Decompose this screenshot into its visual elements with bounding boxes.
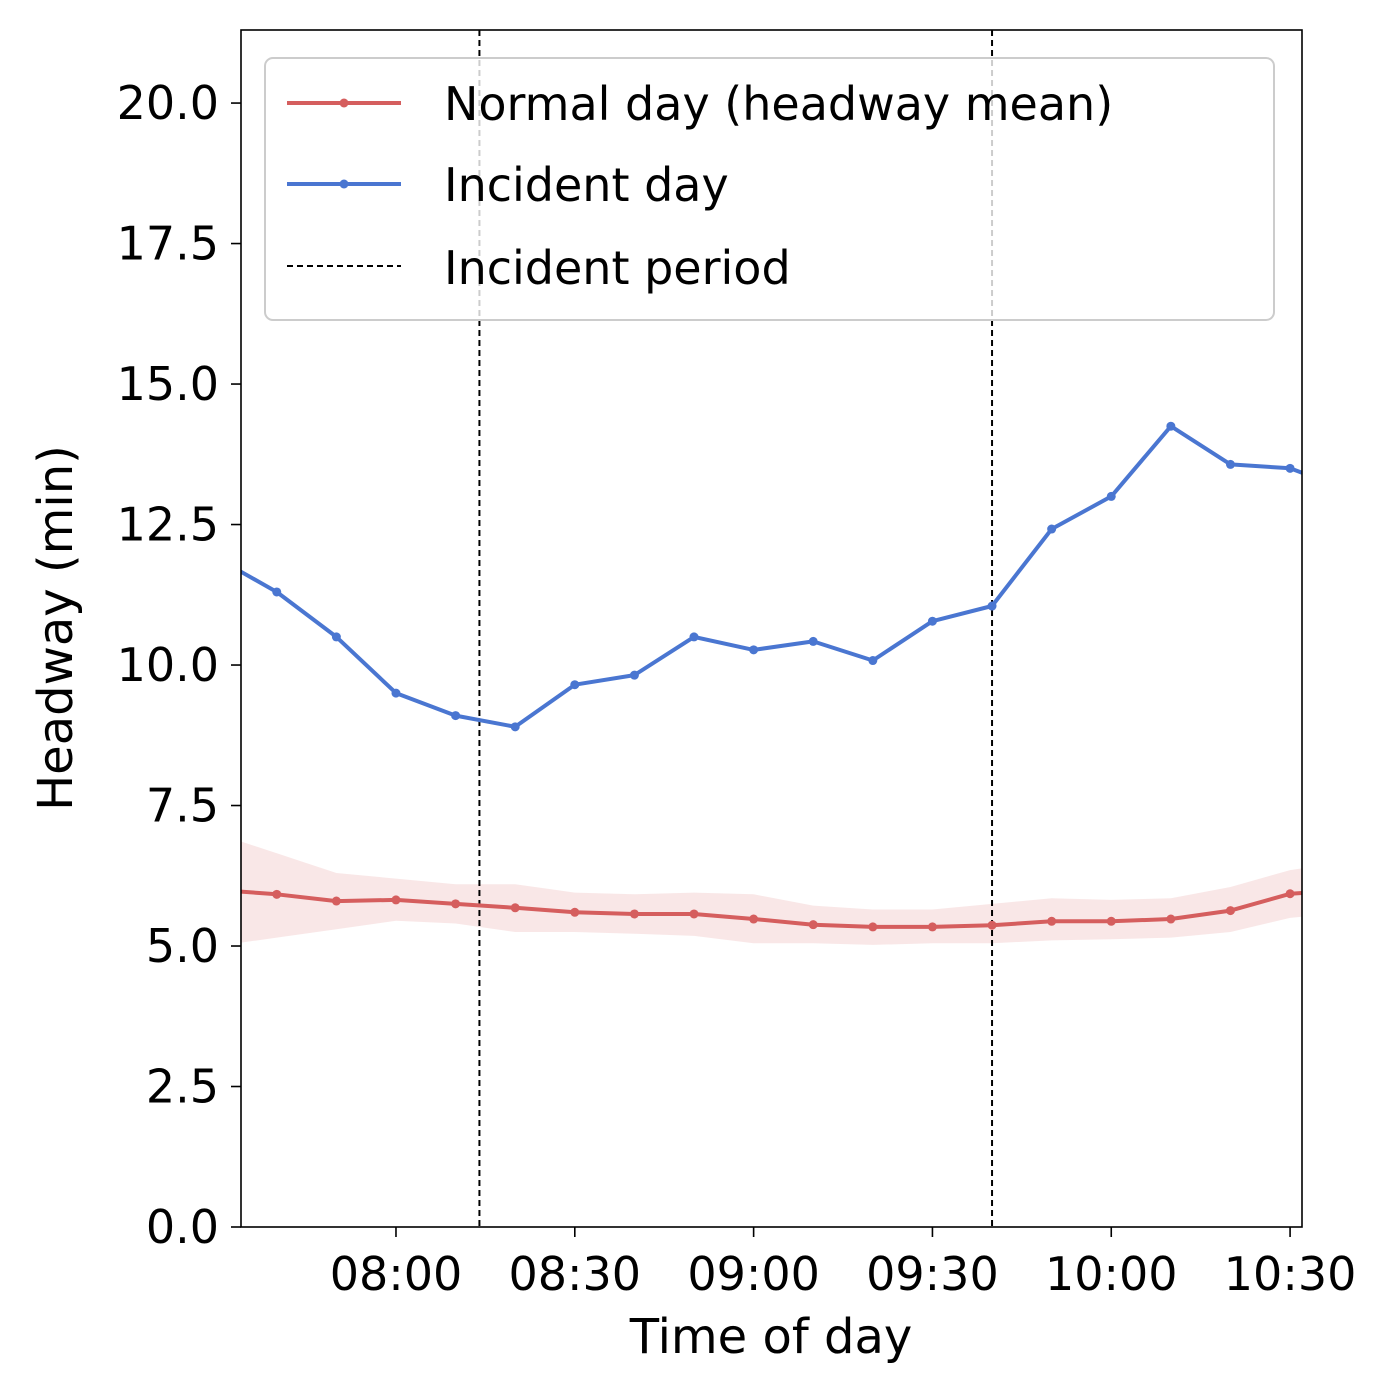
y-tick-label: 15.0 bbox=[117, 357, 219, 411]
legend-marker-incident bbox=[339, 179, 349, 189]
incident-day-point bbox=[272, 587, 282, 597]
normal-day-point bbox=[689, 909, 699, 919]
legend-label-incident-period: Incident period bbox=[444, 241, 791, 295]
normal-day-line bbox=[241, 889, 1302, 929]
y-tick-label: 17.5 bbox=[117, 217, 219, 271]
y-tick-label: 12.5 bbox=[117, 498, 219, 552]
incident-day-point bbox=[689, 632, 699, 642]
normal-day-point bbox=[391, 895, 401, 905]
normal-day-point bbox=[331, 896, 341, 906]
normal-day-point bbox=[1285, 889, 1295, 899]
normal-day-point bbox=[1345, 885, 1354, 894]
incident-day-point bbox=[1106, 491, 1116, 501]
incident-day-point bbox=[570, 680, 580, 690]
x-tick-label: 10:30 bbox=[1224, 1247, 1357, 1301]
incident-day-point bbox=[927, 616, 937, 626]
y-tick-label: 7.5 bbox=[146, 779, 219, 833]
incident-day-point bbox=[331, 632, 341, 642]
x-tick-label: 10:00 bbox=[1045, 1247, 1178, 1301]
y-tick-label: 5.0 bbox=[146, 919, 219, 973]
normal-day-point bbox=[1166, 914, 1176, 924]
x-tick-label: 08:00 bbox=[330, 1247, 463, 1301]
legend-label-incident: Incident day bbox=[444, 158, 729, 212]
incident-day-point bbox=[213, 554, 222, 563]
normal-day-band bbox=[241, 841, 1302, 945]
y-tick-label: 10.0 bbox=[117, 638, 219, 692]
normal-day-point bbox=[510, 903, 520, 913]
incident-day-point bbox=[1285, 463, 1295, 473]
incident-day-point bbox=[868, 656, 878, 666]
incident-day-point bbox=[808, 636, 818, 646]
plot-frame bbox=[240, 29, 1303, 1228]
incident-day-point bbox=[1225, 459, 1235, 469]
normal-day-point bbox=[629, 909, 639, 919]
incident-day-point bbox=[987, 601, 997, 611]
normal-day-point bbox=[749, 914, 759, 924]
x-tick-label: 09:30 bbox=[866, 1247, 999, 1301]
normal-day-point bbox=[1106, 916, 1116, 926]
incident-day-point bbox=[1345, 486, 1354, 495]
incident-day-point bbox=[1047, 524, 1057, 534]
y-tick-label: 0.0 bbox=[146, 1200, 219, 1254]
legend-box bbox=[264, 57, 1275, 321]
normal-day-point bbox=[1225, 906, 1235, 916]
normal-day-point bbox=[570, 907, 580, 917]
legend-label-normal: Normal day (headway mean) bbox=[444, 77, 1113, 131]
normal-day-point bbox=[272, 889, 282, 899]
normal-day-point bbox=[927, 922, 937, 932]
normal-day-point bbox=[808, 920, 818, 930]
legend-marker-normal bbox=[339, 98, 349, 108]
incident-day-point bbox=[510, 722, 520, 732]
y-tick-label: 20.0 bbox=[117, 76, 219, 130]
incident-day-point bbox=[451, 711, 461, 721]
legend: Normal day (headway mean) Incident day I… bbox=[264, 57, 1275, 321]
y-axis-label: Headway (min) bbox=[28, 445, 84, 811]
x-tick-label: 09:00 bbox=[687, 1247, 820, 1301]
incident-day-point bbox=[1166, 421, 1176, 431]
incident-day-point bbox=[629, 670, 639, 680]
normal-day-point bbox=[451, 899, 461, 909]
incident-day-point bbox=[391, 688, 401, 698]
y-tick-label: 2.5 bbox=[146, 1060, 219, 1114]
incident-day-line bbox=[241, 424, 1302, 729]
normal-day-point bbox=[987, 920, 997, 930]
x-tick-label: 08:30 bbox=[509, 1247, 642, 1301]
normal-day-point bbox=[868, 922, 878, 932]
normal-day-point bbox=[1047, 916, 1057, 926]
x-axis-label: Time of day bbox=[629, 1309, 913, 1365]
normal-day-point bbox=[213, 885, 222, 894]
incident-day-point bbox=[749, 645, 759, 655]
